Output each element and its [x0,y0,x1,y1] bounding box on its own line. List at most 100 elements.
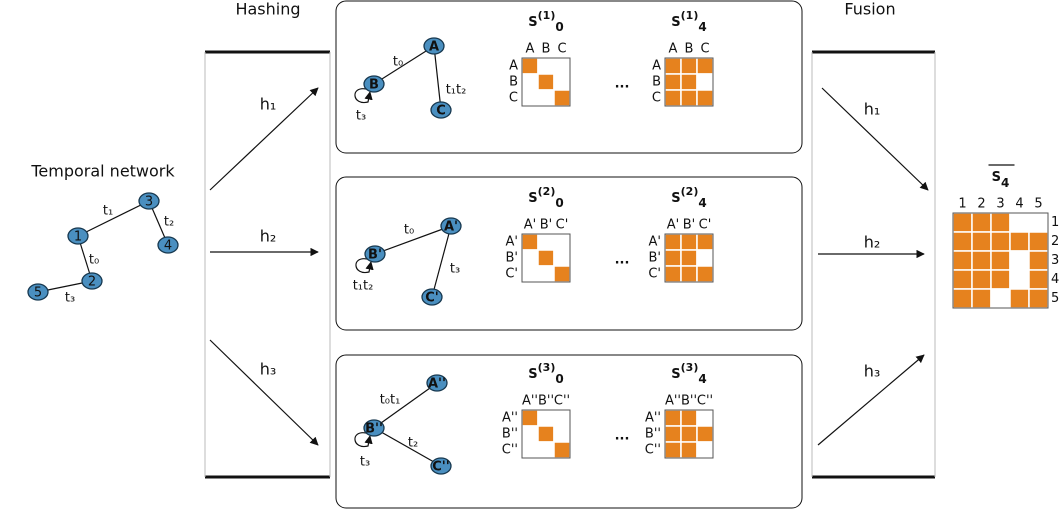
node [27,283,49,301]
matrix-cell [537,73,555,91]
col-label: A [669,42,678,57]
matrix-cell [553,409,571,427]
matrix-cell [664,89,682,107]
matrix-cell [1028,269,1049,290]
row-label: A [509,59,518,74]
row-label: B [652,75,661,90]
node [157,236,179,254]
edge-label: t₀ [89,253,99,268]
matrix-cell [971,288,992,309]
node-label: 4 [164,239,172,254]
row-label: B [509,75,518,90]
matrix-title: S4 [992,170,1010,190]
matrix-cell [971,269,992,290]
node-label: B [369,78,379,93]
matrix-cell [537,233,555,251]
matrix-cell [1009,288,1030,309]
matrix-cell [1028,212,1049,233]
node [430,457,452,475]
node-label: 1 [74,230,82,245]
title-sup: (2) [538,185,556,198]
edge [373,382,438,429]
matrix-cell [680,441,698,459]
node [440,217,462,235]
title-base: S [992,170,1001,185]
edge-label: t₀ [404,223,414,238]
self-loop [354,88,373,104]
title-sup: (1) [538,9,556,22]
node [421,288,443,306]
title-base: S [671,367,680,382]
col-label: C [557,42,566,57]
arrows [209,87,929,446]
row-label: C'' [645,443,661,458]
title-sub: 4 [1001,176,1009,190]
node-label: B' [368,248,382,263]
matrix-title: S(1)0 [528,9,563,34]
matrix-cell [696,73,714,91]
edge [374,225,452,255]
hash-label: h₁ [260,95,277,114]
matrix-cell [1009,231,1030,252]
col-label: C'' [554,394,570,409]
panels [335,0,803,509]
node [138,192,160,210]
matrix-cell [1028,288,1049,309]
ellipsis: ... [615,253,630,268]
row-label: C' [505,267,518,282]
title-sub: 4 [698,196,706,210]
ellipsis: ... [615,429,630,444]
col-label: 5 [1034,197,1042,212]
edge-label: t₂ [164,215,174,230]
matrix-cell [971,231,992,252]
node [423,37,445,55]
matrix-frame [521,57,571,107]
matrix-cell [952,250,973,271]
row-label: A'' [645,411,661,426]
matrix-cell [521,233,539,251]
matrix-cell [537,441,555,459]
matrix-frame [952,212,1049,309]
edge-label: t₀t₁ [380,393,401,408]
title-sub: 4 [698,372,706,386]
node-label: A' [444,220,458,235]
node-label: 3 [145,195,153,210]
title-sub: 0 [555,372,563,386]
col-label: A'' [665,394,681,409]
row-label: 2 [1051,234,1059,249]
matrix-cell [537,409,555,427]
title-sup: (3) [681,361,699,374]
col-label: A'' [522,394,538,409]
fusion-label: Fusion [844,0,895,19]
input-label: Temporal network [30,162,175,181]
matrix-cell [664,409,682,427]
matrix-title: S(3)4 [671,361,706,386]
row-label: B'' [645,427,661,442]
matrix-cell [664,425,682,443]
title-base: S [528,367,537,382]
title-sub: 0 [555,196,563,210]
matrix-cell [696,265,714,283]
col-label: B'' [538,394,554,409]
row-label: C [652,91,661,106]
matrix-cell [952,269,973,290]
row-label: A' [506,235,518,250]
row-label: 5 [1051,291,1059,306]
matrix-cell [521,249,539,267]
hash-label: h₂ [864,233,881,252]
matrix-cell [680,73,698,91]
row-label: A'' [502,411,518,426]
matrix-cell [553,425,571,443]
edge [77,200,150,237]
col-label: C'' [697,394,713,409]
matrix-cell [680,265,698,283]
node [426,374,448,392]
matrix-cell [990,269,1011,290]
matrix-cell [696,89,714,107]
node [67,227,89,245]
matrix-cell [664,265,682,283]
matrix-cell [1009,269,1030,290]
matrix-cell [521,441,539,459]
row-label: B' [506,251,519,266]
col-label: C' [699,218,712,233]
